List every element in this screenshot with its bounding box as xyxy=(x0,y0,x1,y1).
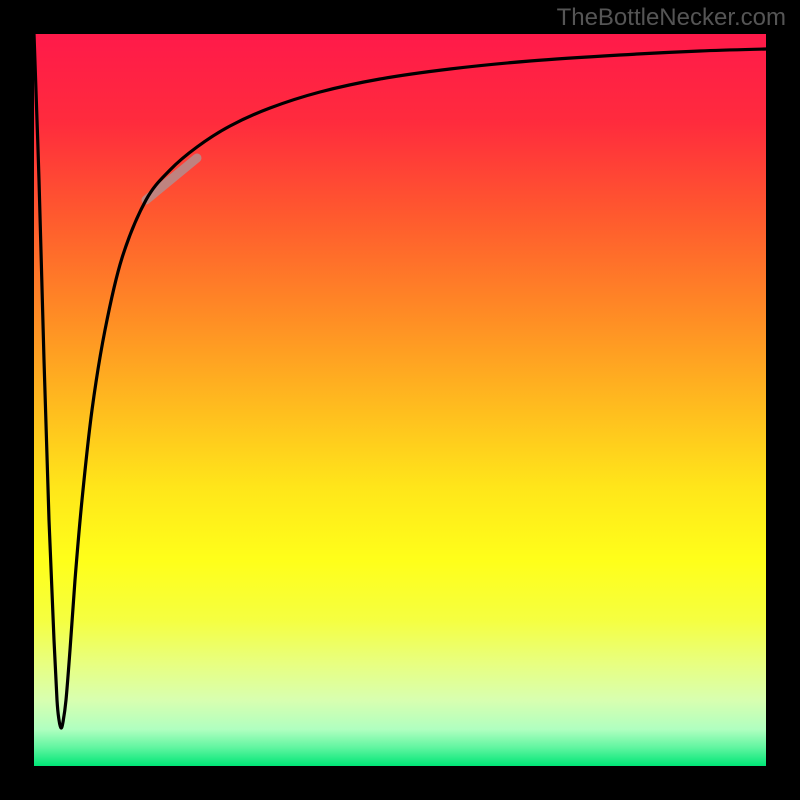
chart-container: TheBottleNecker.com xyxy=(0,0,800,800)
bottleneck-curve xyxy=(34,34,766,728)
watermark-text: TheBottleNecker.com xyxy=(557,4,786,32)
curve-highlight xyxy=(146,158,197,200)
curve-layer xyxy=(0,0,800,800)
